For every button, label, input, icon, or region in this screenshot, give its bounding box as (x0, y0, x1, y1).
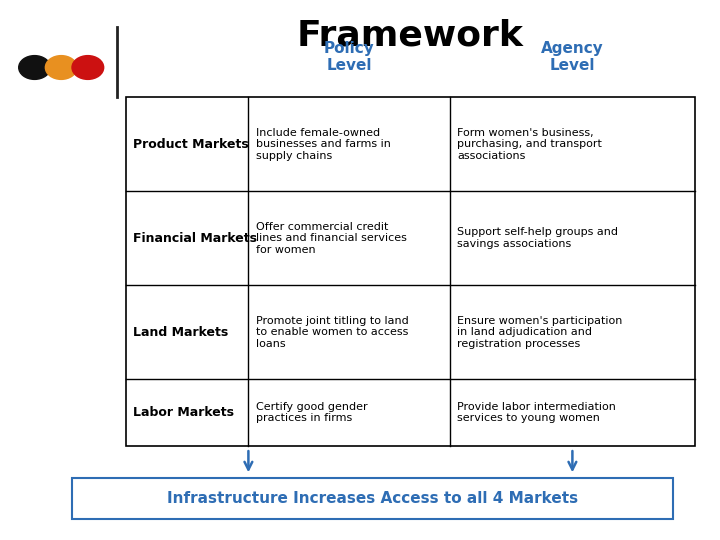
Text: Support self-help groups and
savings associations: Support self-help groups and savings ass… (457, 227, 618, 249)
Text: Financial Markets: Financial Markets (133, 232, 257, 245)
Text: Labor Markets: Labor Markets (133, 406, 234, 419)
Text: Infrastructure Increases Access to all 4 Markets: Infrastructure Increases Access to all 4… (167, 491, 578, 506)
Bar (126, 97, 695, 446)
Text: Certify good gender
practices in firms: Certify good gender practices in firms (256, 402, 367, 423)
Circle shape (45, 56, 77, 79)
Text: Offer commercial credit
lines and financial services
for women: Offer commercial credit lines and financ… (256, 221, 407, 255)
Text: Land Markets: Land Markets (133, 326, 228, 339)
Text: Include female-owned
businesses and farms in
supply chains: Include female-owned businesses and farm… (256, 127, 390, 161)
Bar (72, 478, 673, 519)
Text: Product Markets: Product Markets (133, 138, 249, 151)
Text: Ensure women's participation
in land adjudication and
registration processes: Ensure women's participation in land adj… (457, 316, 623, 349)
Circle shape (19, 56, 50, 79)
Circle shape (72, 56, 104, 79)
Text: Policy
Level: Policy Level (324, 40, 374, 73)
Text: Form women's business,
purchasing, and transport
associations: Form women's business, purchasing, and t… (457, 127, 602, 161)
Text: Promote joint titling to land
to enable women to access
loans: Promote joint titling to land to enable … (256, 316, 408, 349)
Text: Agency
Level: Agency Level (541, 40, 604, 73)
Text: Framework: Framework (297, 18, 524, 52)
Text: Provide labor intermediation
services to young women: Provide labor intermediation services to… (457, 402, 616, 423)
